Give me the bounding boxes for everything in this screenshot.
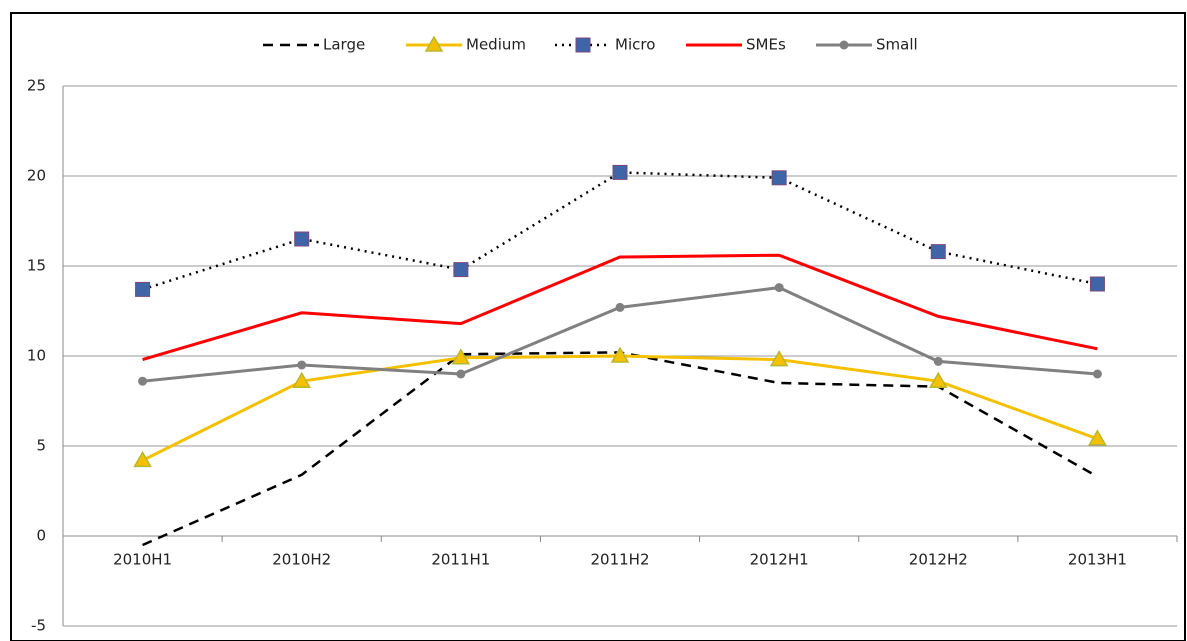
y-tick-label: -5: [31, 617, 46, 635]
series-line: [142, 171, 1098, 291]
series-line: [142, 286, 1098, 383]
marker: [928, 371, 948, 388]
marker: [292, 371, 312, 388]
legend-marker: [575, 37, 591, 53]
x-tick-label: 2011H1: [431, 551, 490, 569]
marker: [612, 164, 628, 180]
marker: [1089, 276, 1105, 292]
marker: [297, 360, 307, 370]
legend-label: Small: [876, 36, 918, 54]
marker: [1088, 429, 1107, 446]
chart-frame: [10, 12, 1186, 641]
x-tick-label: 2012H1: [750, 551, 809, 569]
marker: [930, 244, 946, 260]
legend-label: Micro: [615, 36, 655, 54]
marker: [135, 281, 151, 297]
series-line: [141, 354, 1098, 462]
y-tick-label: 25: [27, 77, 46, 95]
legend-label: SMEs: [746, 36, 786, 54]
legend-label: Large: [323, 36, 365, 54]
x-tick-label: 2013H1: [1068, 551, 1127, 569]
marker: [769, 350, 789, 367]
y-tick-label: 0: [36, 527, 46, 545]
marker: [451, 348, 471, 365]
y-tick-label: 5: [36, 437, 46, 455]
x-tick-label: 2010H1: [113, 551, 172, 569]
marker: [138, 376, 148, 386]
y-tick-label: 15: [27, 257, 46, 275]
marker: [771, 170, 787, 186]
marker: [453, 262, 469, 278]
x-tick-label: 2012H2: [909, 551, 968, 569]
marker: [933, 356, 943, 366]
legend-label: Medium: [466, 36, 526, 54]
y-tick-label: 10: [27, 347, 46, 365]
marker: [615, 302, 625, 312]
marker: [456, 369, 466, 379]
y-tick-label: 20: [27, 167, 46, 185]
marker: [133, 450, 152, 468]
marker: [610, 346, 630, 363]
marker: [294, 231, 310, 247]
series-line: [142, 253, 1098, 362]
marker: [774, 283, 784, 293]
marker: [1092, 369, 1102, 379]
x-tick-label: 2010H2: [272, 551, 331, 569]
series-line: [142, 351, 1099, 547]
legend-marker: [839, 40, 849, 50]
x-tick-label: 2011H2: [591, 551, 650, 569]
legend-marker: [424, 35, 444, 52]
